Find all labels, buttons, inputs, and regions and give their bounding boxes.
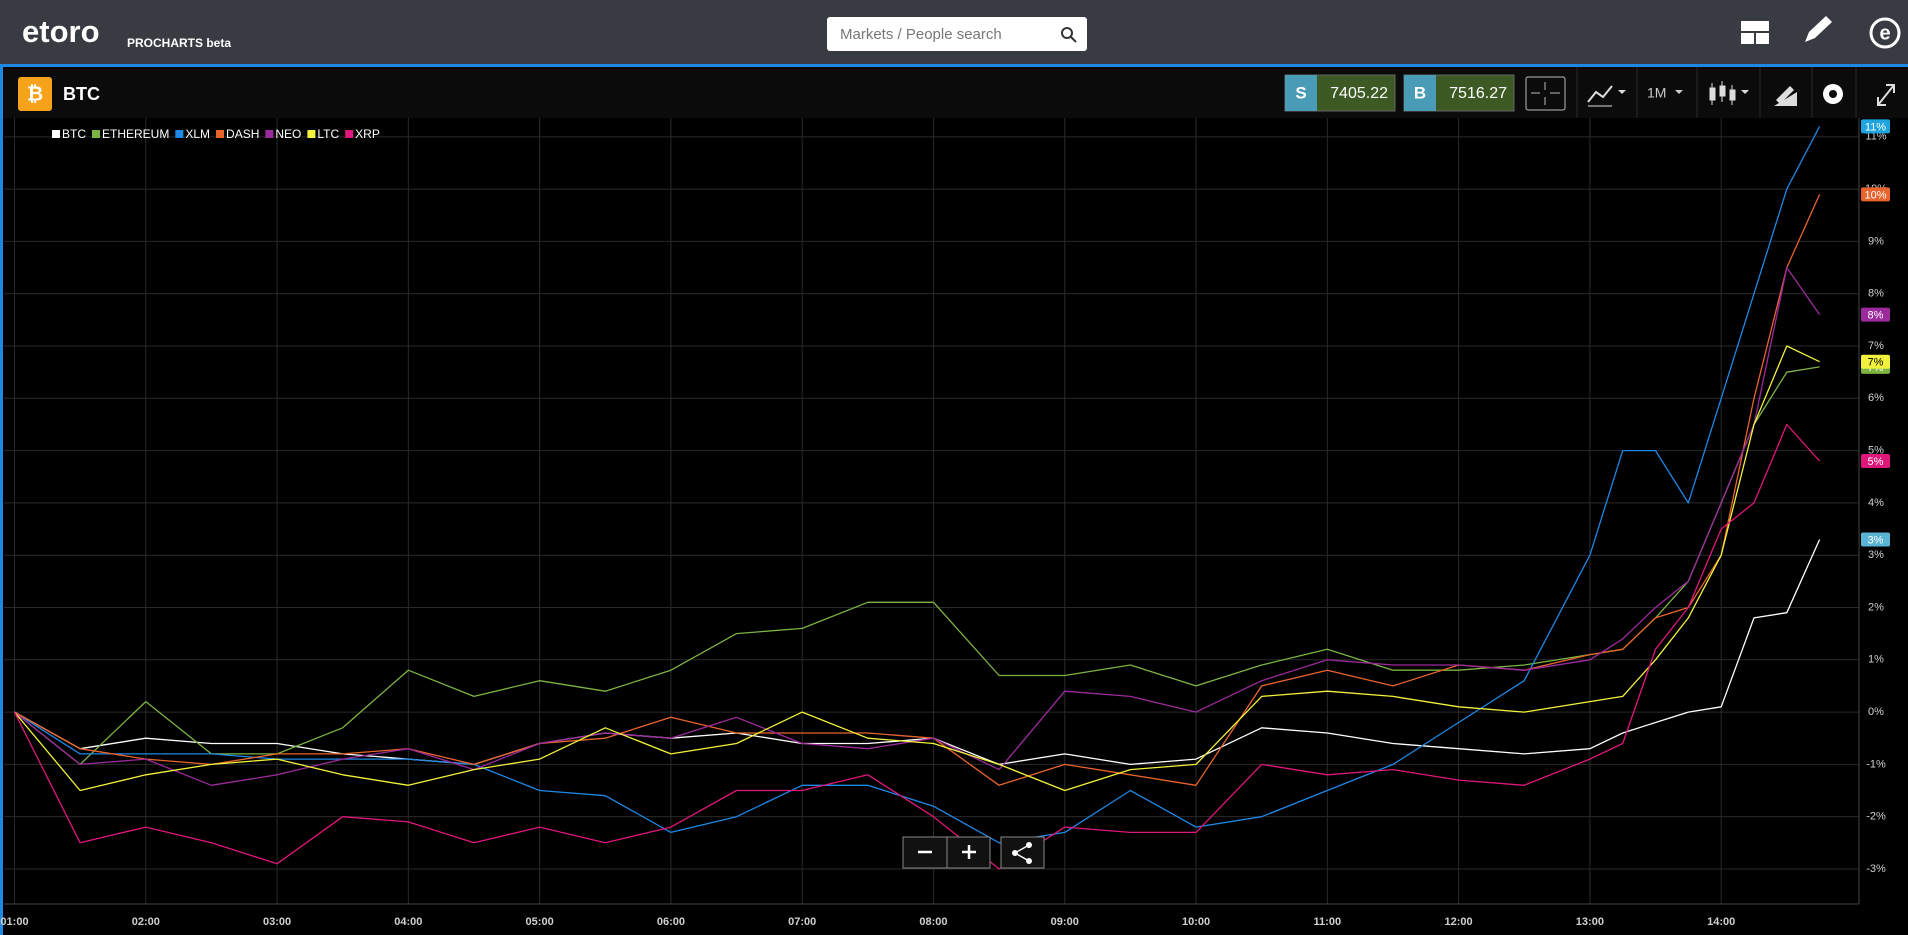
end-label-bg [1861, 354, 1890, 369]
buy-button[interactable] [1403, 74, 1515, 112]
y-tick-label: 5% [1868, 445, 1884, 457]
toolbar-separators [1576, 67, 1857, 118]
settings-button[interactable] [1823, 84, 1843, 104]
y-tick-label: -3% [1866, 863, 1886, 875]
legend-swatch [52, 130, 60, 138]
legend-label: LTC [317, 127, 339, 141]
y-tick-label: 2% [1868, 601, 1884, 613]
end-label: 10% [1864, 189, 1886, 201]
product-name: PROCHARTS beta [127, 36, 231, 50]
end-label-bg [1861, 307, 1890, 322]
x-tick-label: 01:00 [0, 916, 28, 928]
layout-icon[interactable] [1741, 21, 1769, 44]
end-label-bg [1861, 119, 1890, 134]
left-accent [0, 67, 3, 935]
y-tick-label: 8% [1868, 288, 1884, 300]
zoom-in-button[interactable] [946, 836, 991, 869]
sell-price: 7405.22 [1330, 85, 1388, 102]
legend-label: DASH [226, 127, 259, 141]
legend-label: XRP [355, 127, 380, 141]
y-tick-label: -2% [1866, 811, 1886, 823]
legend-label: XLM [185, 127, 210, 141]
x-tick-label: 03:00 [263, 916, 291, 928]
crosshair-button[interactable] [1525, 76, 1566, 111]
y-tick-label: 3% [1868, 549, 1884, 561]
end-label: 3% [1868, 534, 1884, 546]
x-tick-label: 09:00 [1051, 916, 1079, 928]
search-box[interactable] [827, 17, 1087, 51]
sell-button[interactable] [1284, 74, 1396, 112]
x-tick-label: 10:00 [1182, 916, 1210, 928]
end-label: 5% [1868, 456, 1884, 468]
x-tick-label: 04:00 [394, 916, 422, 928]
instrument: BTC [63, 84, 100, 104]
symbol-icon-bg [18, 77, 52, 111]
fullscreen-button[interactable] [1877, 84, 1895, 106]
y-tick-label: 1% [1868, 654, 1884, 666]
y-tick-label: 4% [1868, 497, 1884, 509]
x-tick-label: 05:00 [526, 916, 554, 928]
end-labels: 3% 7% 11% 10% 8% 7% 5% [1861, 119, 1890, 547]
symbol-icon: ₿ [27, 83, 43, 105]
end-label-bg [1861, 454, 1890, 469]
drawing-button[interactable] [1774, 86, 1797, 106]
x-tick-label: 07:00 [788, 916, 816, 928]
series-line [14, 266, 1821, 786]
y-tick-label: 0% [1868, 706, 1884, 718]
x-tick-label: 13:00 [1576, 916, 1604, 928]
ticks: -3% -2% -1% 0% 1% 2% 3% 4% 5% 6% 7% 8% 9% 10% 11% 01:00… [0, 131, 1887, 928]
search-icon[interactable] [1061, 27, 1077, 43]
toolbar [0, 67, 1908, 118]
legend-swatch [345, 130, 354, 138]
x-tick-label: 14:00 [1707, 916, 1735, 928]
logo[interactable]: etoro [22, 14, 100, 49]
legend-swatch [265, 130, 274, 138]
buy-price: 7516.27 [1449, 85, 1507, 102]
end-label: 7% [1868, 357, 1884, 369]
legend-swatch [307, 130, 316, 138]
svg-text:e: e [1879, 22, 1890, 44]
y-tick-label: 9% [1868, 235, 1884, 247]
x-tick-label: 11:00 [1314, 916, 1342, 928]
x-tick-label: 12:00 [1445, 916, 1473, 928]
end-label-bg [1861, 187, 1890, 202]
legend-label: NEO [275, 127, 301, 141]
chart-area [0, 118, 1908, 935]
zoom-out-button[interactable] [902, 836, 948, 869]
y-tick-label: 7% [1868, 340, 1884, 352]
legend-swatch [175, 130, 184, 138]
end-label-bg [1861, 532, 1890, 547]
legend-label: BTC [62, 127, 86, 141]
timeframe[interactable]: 1M [1647, 85, 1666, 101]
timeframe-caret [1675, 90, 1683, 94]
end-label: 8% [1868, 310, 1884, 322]
share-button[interactable] [1000, 836, 1045, 869]
x-tick-label: 06:00 [657, 916, 685, 928]
series-line [14, 194, 1821, 786]
y-tick-label: -1% [1866, 758, 1886, 770]
sell-label: S [1295, 83, 1306, 102]
series-line [14, 539, 1821, 766]
accent-bar [0, 64, 1908, 67]
profile-icon[interactable]: e [1869, 17, 1901, 49]
draw-icon[interactable] [1805, 16, 1832, 42]
y-tick-label: 6% [1868, 392, 1884, 404]
chart-type-button[interactable] [1587, 85, 1626, 107]
legend-swatch [92, 130, 100, 138]
legend-swatch [216, 130, 225, 138]
end-label: 11% [1865, 121, 1886, 133]
search-placeholder: Markets / People search [840, 26, 1002, 43]
legend: BTC ETHEREUM XLM DASH NEO LTC XRP [52, 127, 380, 141]
y-tick-label: 11% [1865, 131, 1886, 143]
x-tick-label: 02:00 [132, 916, 160, 928]
x-tick-label: 08:00 [919, 916, 947, 928]
grid [4, 118, 1859, 904]
legend-label: ETHEREUM [102, 127, 169, 141]
candle-button[interactable] [1709, 81, 1749, 105]
buy-label: B [1414, 83, 1426, 102]
